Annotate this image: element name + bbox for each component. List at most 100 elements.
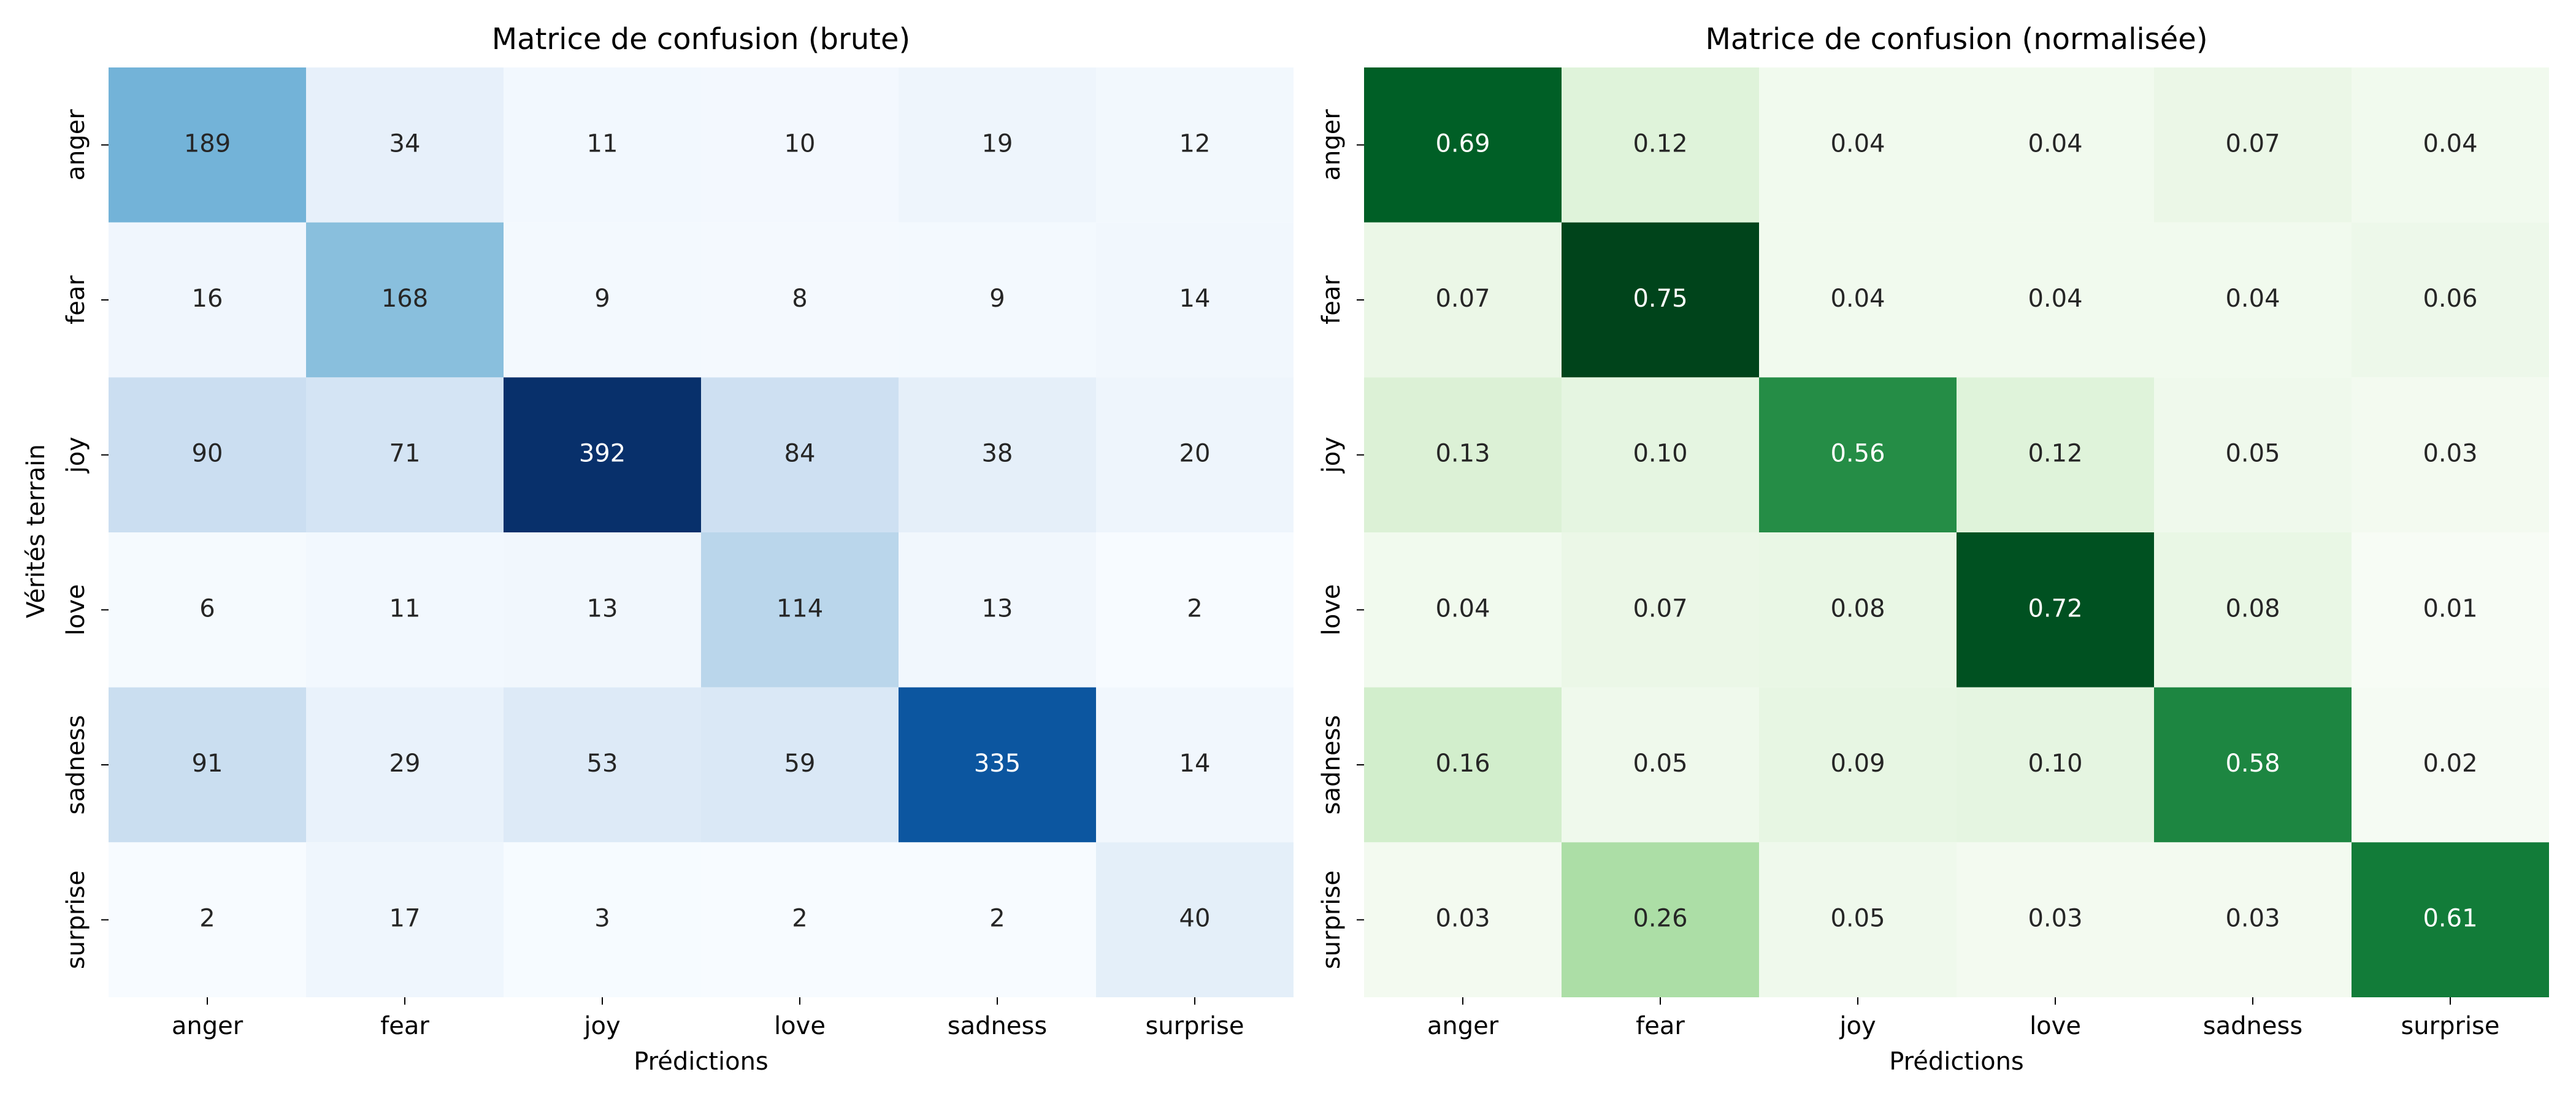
raw-cell-value-surprise-anger: 2 bbox=[199, 905, 215, 933]
normalized-y-tick-label-joy: joy bbox=[1317, 437, 1346, 473]
normalized-cell-sadness-love bbox=[1957, 687, 2154, 843]
normalized-heatmap-cells: 0.69 0.12 0.04 0.04 0.07 0.04 0.07 0.75 0.04 0.04… bbox=[1364, 67, 2549, 997]
normalized-cell-value-surprise-love: 0.03 bbox=[2028, 905, 2082, 933]
raw-x-tick-label-surprise: surprise bbox=[1145, 1012, 1244, 1040]
normalized-cell-value-love-fear: 0.07 bbox=[1633, 594, 1687, 623]
raw-y-tick-label-joy: joy bbox=[62, 437, 90, 473]
raw-cell-value-surprise-love: 2 bbox=[792, 905, 807, 933]
raw-cell-fear-love bbox=[701, 222, 899, 378]
raw-cell-anger-joy bbox=[504, 67, 701, 223]
normalized-x-tick-label-sadness: sadness bbox=[2203, 1012, 2302, 1040]
raw-cell-joy-love bbox=[701, 377, 899, 532]
normalized-cell-value-fear-joy: 0.04 bbox=[1830, 285, 1885, 313]
normalized-cell-joy-surprise bbox=[2352, 377, 2549, 532]
raw-cell-surprise-sadness bbox=[899, 842, 1096, 997]
raw-cell-value-love-surprise: 2 bbox=[1187, 594, 1202, 623]
normalized-cell-value-love-sadness: 0.08 bbox=[2225, 594, 2280, 623]
raw-cell-joy-fear bbox=[306, 377, 504, 532]
normalized-cell-surprise-joy bbox=[1759, 842, 1957, 997]
raw-cell-sadness-joy bbox=[504, 687, 701, 843]
normalized-y-tick-label-anger: anger bbox=[1317, 109, 1346, 181]
normalized-cell-value-surprise-anger: 0.03 bbox=[1435, 905, 1490, 933]
normalized-y-tick-label-fear: fear bbox=[1317, 275, 1346, 324]
raw-y-tick-label-love: love bbox=[62, 584, 90, 635]
normalized-cell-love-joy bbox=[1759, 532, 1957, 688]
raw-cell-value-sadness-anger: 91 bbox=[192, 749, 223, 778]
normalized-x-axis-label: Prédictions bbox=[1889, 1048, 2024, 1076]
normalized-cell-value-fear-fear: 0.75 bbox=[1633, 285, 1687, 313]
normalized-cell-surprise-sadness bbox=[2154, 842, 2352, 997]
raw-cell-value-love-fear: 11 bbox=[389, 594, 421, 623]
raw-cell-value-joy-sadness: 38 bbox=[982, 440, 1013, 468]
raw-cell-value-surprise-fear: 17 bbox=[389, 905, 421, 933]
normalized-cell-surprise-fear bbox=[1562, 842, 1759, 997]
normalized-cell-value-joy-anger: 0.13 bbox=[1435, 440, 1490, 468]
raw-cell-fear-joy bbox=[504, 222, 701, 378]
normalized-cell-sadness-fear bbox=[1562, 687, 1759, 843]
normalized-matrix-title: Matrice de confusion (normalisée) bbox=[1705, 22, 2207, 56]
normalized-cell-joy-anger bbox=[1364, 377, 1562, 532]
normalized-cell-value-joy-surprise: 0.03 bbox=[2423, 440, 2477, 468]
raw-cell-love-fear bbox=[306, 532, 504, 688]
raw-cell-surprise-fear bbox=[306, 842, 504, 997]
raw-cell-sadness-love bbox=[701, 687, 899, 843]
normalized-cell-value-love-anger: 0.04 bbox=[1435, 594, 1490, 623]
raw-x-tick-label-love: love bbox=[774, 1012, 826, 1040]
raw-cell-value-sadness-fear: 29 bbox=[389, 749, 421, 778]
raw-x-tick-labels: anger fear joy love sadness surprise bbox=[172, 997, 1244, 1040]
normalized-cell-sadness-sadness bbox=[2154, 687, 2352, 843]
raw-cell-value-fear-surprise: 14 bbox=[1179, 285, 1211, 313]
normalized-cell-fear-surprise bbox=[2352, 222, 2549, 378]
raw-confusion-matrix-panel: Matrice de confusion (brute) 189 34 11 10 19… bbox=[22, 22, 1294, 1076]
normalized-cell-anger-fear bbox=[1562, 67, 1759, 223]
raw-cell-surprise-anger bbox=[109, 842, 306, 997]
raw-cell-anger-love bbox=[701, 67, 899, 223]
normalized-cell-value-anger-love: 0.04 bbox=[2028, 129, 2082, 158]
raw-x-tick-label-fear: fear bbox=[380, 1012, 429, 1040]
normalized-cell-fear-anger bbox=[1364, 222, 1562, 378]
normalized-cell-sadness-anger bbox=[1364, 687, 1562, 843]
raw-cell-value-joy-surprise: 20 bbox=[1179, 440, 1211, 468]
normalized-cell-value-sadness-love: 0.10 bbox=[2028, 749, 2082, 778]
raw-cell-fear-sadness bbox=[899, 222, 1096, 378]
raw-y-tick-label-sadness: sadness bbox=[62, 715, 90, 815]
normalized-cell-surprise-love bbox=[1957, 842, 2154, 997]
normalized-cell-love-love bbox=[1957, 532, 2154, 688]
normalized-cell-value-surprise-fear: 0.26 bbox=[1633, 905, 1687, 933]
normalized-y-tick-label-sadness: sadness bbox=[1317, 715, 1346, 815]
raw-cell-value-sadness-love: 59 bbox=[784, 749, 816, 778]
normalized-cell-value-anger-anger: 0.69 bbox=[1435, 129, 1490, 158]
raw-cell-value-anger-surprise: 12 bbox=[1179, 129, 1211, 158]
raw-cell-sadness-sadness bbox=[899, 687, 1096, 843]
raw-cell-joy-sadness bbox=[899, 377, 1096, 532]
normalized-cell-anger-anger bbox=[1364, 67, 1562, 223]
raw-y-tick-label-surprise: surprise bbox=[62, 870, 90, 969]
raw-cell-surprise-love bbox=[701, 842, 899, 997]
raw-cell-value-anger-anger: 189 bbox=[184, 129, 231, 158]
raw-cell-sadness-surprise bbox=[1096, 687, 1294, 843]
normalized-cell-joy-love bbox=[1957, 377, 2154, 532]
normalized-confusion-matrix-panel: Matrice de confusion (normalisée) 0.69 0.… bbox=[1317, 22, 2549, 1076]
raw-cell-value-love-sadness: 13 bbox=[982, 594, 1013, 623]
normalized-cell-value-anger-joy: 0.04 bbox=[1830, 129, 1885, 158]
raw-matrix-title: Matrice de confusion (brute) bbox=[492, 22, 910, 56]
raw-x-tick-label-anger: anger bbox=[172, 1012, 243, 1040]
normalized-cell-value-fear-anger: 0.07 bbox=[1435, 285, 1490, 313]
normalized-cell-value-surprise-joy: 0.05 bbox=[1830, 905, 1885, 933]
normalized-cell-joy-fear bbox=[1562, 377, 1759, 532]
normalized-cell-value-joy-joy: 0.56 bbox=[1830, 440, 1885, 468]
normalized-cell-value-love-love: 0.72 bbox=[2028, 594, 2082, 623]
normalized-cell-value-fear-surprise: 0.06 bbox=[2423, 285, 2477, 313]
normalized-cell-fear-joy bbox=[1759, 222, 1957, 378]
normalized-cell-anger-love bbox=[1957, 67, 2154, 223]
raw-cell-anger-fear bbox=[306, 67, 504, 223]
raw-cell-value-surprise-joy: 3 bbox=[594, 905, 610, 933]
normalized-y-tick-label-love: love bbox=[1317, 584, 1346, 635]
normalized-cell-love-fear bbox=[1562, 532, 1759, 688]
raw-y-tick-label-fear: fear bbox=[62, 275, 90, 324]
raw-cell-sadness-fear bbox=[306, 687, 504, 843]
normalized-cell-surprise-surprise bbox=[2352, 842, 2549, 997]
normalized-cell-value-love-joy: 0.08 bbox=[1830, 594, 1885, 623]
raw-y-axis-label: Vérités terrain bbox=[22, 444, 50, 618]
